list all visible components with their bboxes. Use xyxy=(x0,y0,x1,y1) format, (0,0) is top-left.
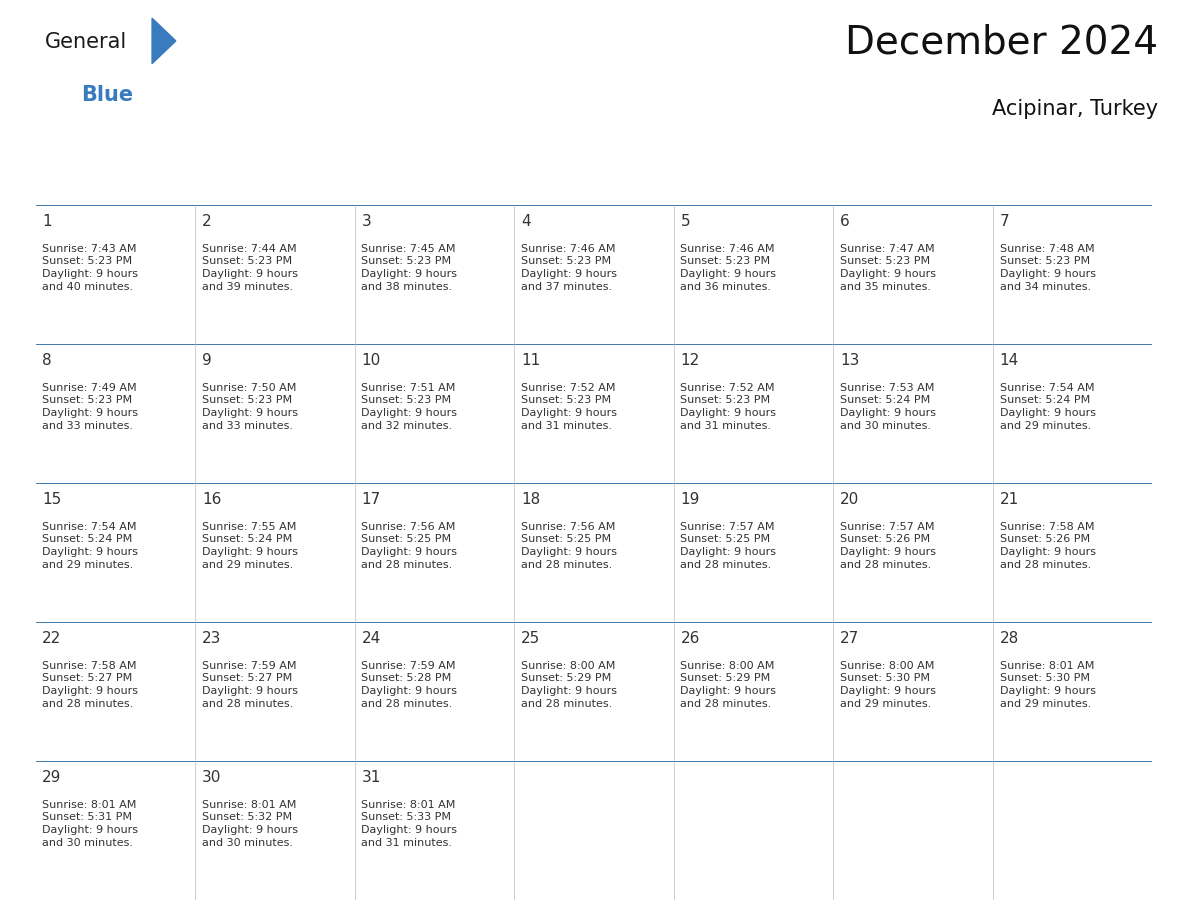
Text: 12: 12 xyxy=(681,353,700,368)
Text: 20: 20 xyxy=(840,492,859,508)
Text: 1: 1 xyxy=(43,215,52,230)
Text: 6: 6 xyxy=(840,215,849,230)
Text: Sunrise: 7:53 AM
Sunset: 5:24 PM
Daylight: 9 hours
and 30 minutes.: Sunrise: 7:53 AM Sunset: 5:24 PM Dayligh… xyxy=(840,383,936,431)
Text: Sunrise: 7:46 AM
Sunset: 5:23 PM
Daylight: 9 hours
and 37 minutes.: Sunrise: 7:46 AM Sunset: 5:23 PM Dayligh… xyxy=(520,243,617,292)
Text: Sunrise: 7:50 AM
Sunset: 5:23 PM
Daylight: 9 hours
and 33 minutes.: Sunrise: 7:50 AM Sunset: 5:23 PM Dayligh… xyxy=(202,383,298,431)
Text: 7: 7 xyxy=(999,215,1009,230)
Text: 9: 9 xyxy=(202,353,211,368)
Text: 22: 22 xyxy=(43,632,62,646)
Text: Sunrise: 7:45 AM
Sunset: 5:23 PM
Daylight: 9 hours
and 38 minutes.: Sunrise: 7:45 AM Sunset: 5:23 PM Dayligh… xyxy=(361,243,457,292)
Text: 13: 13 xyxy=(840,353,859,368)
Text: Sunrise: 8:00 AM
Sunset: 5:29 PM
Daylight: 9 hours
and 28 minutes.: Sunrise: 8:00 AM Sunset: 5:29 PM Dayligh… xyxy=(681,661,777,709)
Text: Sunrise: 7:43 AM
Sunset: 5:23 PM
Daylight: 9 hours
and 40 minutes.: Sunrise: 7:43 AM Sunset: 5:23 PM Dayligh… xyxy=(43,243,138,292)
Text: 30: 30 xyxy=(202,770,221,786)
Text: 16: 16 xyxy=(202,492,221,508)
Text: Sunrise: 7:58 AM
Sunset: 5:26 PM
Daylight: 9 hours
and 28 minutes.: Sunrise: 7:58 AM Sunset: 5:26 PM Dayligh… xyxy=(999,521,1095,570)
Text: 18: 18 xyxy=(520,492,541,508)
Text: Sunrise: 7:58 AM
Sunset: 5:27 PM
Daylight: 9 hours
and 28 minutes.: Sunrise: 7:58 AM Sunset: 5:27 PM Dayligh… xyxy=(43,661,138,709)
Text: 28: 28 xyxy=(999,632,1019,646)
Text: 31: 31 xyxy=(361,770,381,786)
Text: Sunrise: 7:55 AM
Sunset: 5:24 PM
Daylight: 9 hours
and 29 minutes.: Sunrise: 7:55 AM Sunset: 5:24 PM Dayligh… xyxy=(202,521,298,570)
Text: 27: 27 xyxy=(840,632,859,646)
Text: 4: 4 xyxy=(520,215,531,230)
Text: Sunrise: 7:56 AM
Sunset: 5:25 PM
Daylight: 9 hours
and 28 minutes.: Sunrise: 7:56 AM Sunset: 5:25 PM Dayligh… xyxy=(361,521,457,570)
Text: 21: 21 xyxy=(999,492,1019,508)
Text: Sunrise: 8:01 AM
Sunset: 5:33 PM
Daylight: 9 hours
and 31 minutes.: Sunrise: 8:01 AM Sunset: 5:33 PM Dayligh… xyxy=(361,800,457,848)
Text: 19: 19 xyxy=(681,492,700,508)
Text: Thursday: Thursday xyxy=(681,173,759,187)
Text: 10: 10 xyxy=(361,353,380,368)
Text: 17: 17 xyxy=(361,492,380,508)
Text: 15: 15 xyxy=(43,492,62,508)
Text: 11: 11 xyxy=(520,353,541,368)
Text: 26: 26 xyxy=(681,632,700,646)
Text: 5: 5 xyxy=(681,215,690,230)
Text: 24: 24 xyxy=(361,632,380,646)
Text: Sunrise: 7:44 AM
Sunset: 5:23 PM
Daylight: 9 hours
and 39 minutes.: Sunrise: 7:44 AM Sunset: 5:23 PM Dayligh… xyxy=(202,243,298,292)
Text: Friday: Friday xyxy=(840,173,892,187)
Text: Sunrise: 7:48 AM
Sunset: 5:23 PM
Daylight: 9 hours
and 34 minutes.: Sunrise: 7:48 AM Sunset: 5:23 PM Dayligh… xyxy=(999,243,1095,292)
Text: General: General xyxy=(45,32,127,52)
Text: Sunrise: 7:57 AM
Sunset: 5:26 PM
Daylight: 9 hours
and 28 minutes.: Sunrise: 7:57 AM Sunset: 5:26 PM Dayligh… xyxy=(840,521,936,570)
Text: December 2024: December 2024 xyxy=(846,24,1158,62)
Text: Tuesday: Tuesday xyxy=(361,173,430,187)
Text: Sunrise: 7:57 AM
Sunset: 5:25 PM
Daylight: 9 hours
and 28 minutes.: Sunrise: 7:57 AM Sunset: 5:25 PM Dayligh… xyxy=(681,521,777,570)
Text: Sunrise: 7:52 AM
Sunset: 5:23 PM
Daylight: 9 hours
and 31 minutes.: Sunrise: 7:52 AM Sunset: 5:23 PM Dayligh… xyxy=(681,383,777,431)
Text: Sunrise: 8:01 AM
Sunset: 5:32 PM
Daylight: 9 hours
and 30 minutes.: Sunrise: 8:01 AM Sunset: 5:32 PM Dayligh… xyxy=(202,800,298,848)
Text: Sunday: Sunday xyxy=(42,173,106,187)
Text: 25: 25 xyxy=(520,632,541,646)
Text: Sunrise: 7:54 AM
Sunset: 5:24 PM
Daylight: 9 hours
and 29 minutes.: Sunrise: 7:54 AM Sunset: 5:24 PM Dayligh… xyxy=(43,521,138,570)
Text: 14: 14 xyxy=(999,353,1019,368)
Text: Blue: Blue xyxy=(81,85,133,106)
Text: Saturday: Saturday xyxy=(999,173,1076,187)
Text: 23: 23 xyxy=(202,632,221,646)
Text: Sunrise: 7:56 AM
Sunset: 5:25 PM
Daylight: 9 hours
and 28 minutes.: Sunrise: 7:56 AM Sunset: 5:25 PM Dayligh… xyxy=(520,521,617,570)
Text: Sunrise: 8:01 AM
Sunset: 5:30 PM
Daylight: 9 hours
and 29 minutes.: Sunrise: 8:01 AM Sunset: 5:30 PM Dayligh… xyxy=(999,661,1095,709)
Text: Sunrise: 8:00 AM
Sunset: 5:30 PM
Daylight: 9 hours
and 29 minutes.: Sunrise: 8:00 AM Sunset: 5:30 PM Dayligh… xyxy=(840,661,936,709)
Text: 8: 8 xyxy=(43,353,52,368)
Text: 3: 3 xyxy=(361,215,371,230)
Text: Sunrise: 7:52 AM
Sunset: 5:23 PM
Daylight: 9 hours
and 31 minutes.: Sunrise: 7:52 AM Sunset: 5:23 PM Dayligh… xyxy=(520,383,617,431)
Text: 29: 29 xyxy=(43,770,62,786)
Text: Sunrise: 7:59 AM
Sunset: 5:28 PM
Daylight: 9 hours
and 28 minutes.: Sunrise: 7:59 AM Sunset: 5:28 PM Dayligh… xyxy=(361,661,457,709)
Text: Sunrise: 7:59 AM
Sunset: 5:27 PM
Daylight: 9 hours
and 28 minutes.: Sunrise: 7:59 AM Sunset: 5:27 PM Dayligh… xyxy=(202,661,298,709)
Text: Sunrise: 7:49 AM
Sunset: 5:23 PM
Daylight: 9 hours
and 33 minutes.: Sunrise: 7:49 AM Sunset: 5:23 PM Dayligh… xyxy=(43,383,138,431)
Text: Sunrise: 7:54 AM
Sunset: 5:24 PM
Daylight: 9 hours
and 29 minutes.: Sunrise: 7:54 AM Sunset: 5:24 PM Dayligh… xyxy=(999,383,1095,431)
Text: Wednesday: Wednesday xyxy=(520,173,619,187)
Text: Sunrise: 7:51 AM
Sunset: 5:23 PM
Daylight: 9 hours
and 32 minutes.: Sunrise: 7:51 AM Sunset: 5:23 PM Dayligh… xyxy=(361,383,457,431)
Text: Sunrise: 8:01 AM
Sunset: 5:31 PM
Daylight: 9 hours
and 30 minutes.: Sunrise: 8:01 AM Sunset: 5:31 PM Dayligh… xyxy=(43,800,138,848)
Polygon shape xyxy=(152,18,176,63)
Text: Sunrise: 7:46 AM
Sunset: 5:23 PM
Daylight: 9 hours
and 36 minutes.: Sunrise: 7:46 AM Sunset: 5:23 PM Dayligh… xyxy=(681,243,777,292)
Text: 2: 2 xyxy=(202,215,211,230)
Text: Monday: Monday xyxy=(202,173,268,187)
Text: Sunrise: 7:47 AM
Sunset: 5:23 PM
Daylight: 9 hours
and 35 minutes.: Sunrise: 7:47 AM Sunset: 5:23 PM Dayligh… xyxy=(840,243,936,292)
Text: Acipinar, Turkey: Acipinar, Turkey xyxy=(992,99,1158,119)
Text: Sunrise: 8:00 AM
Sunset: 5:29 PM
Daylight: 9 hours
and 28 minutes.: Sunrise: 8:00 AM Sunset: 5:29 PM Dayligh… xyxy=(520,661,617,709)
